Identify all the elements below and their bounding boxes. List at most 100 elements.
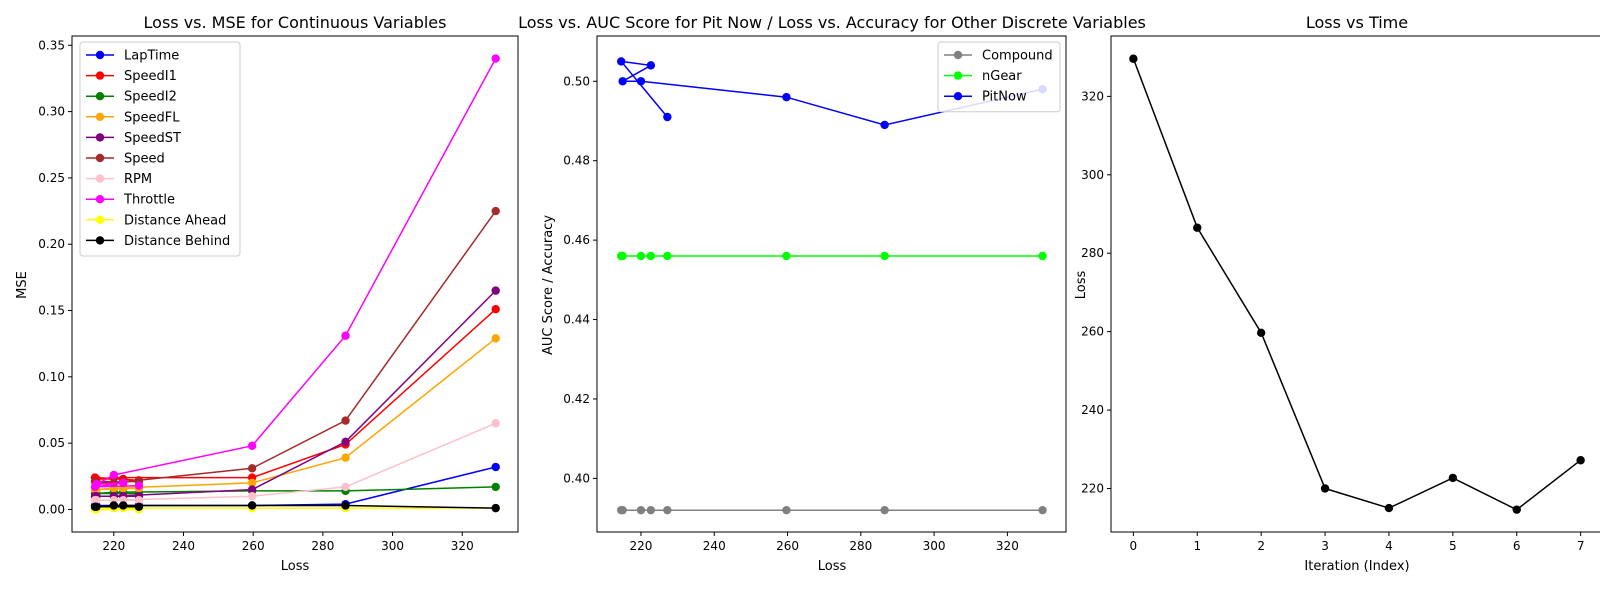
data-point-compound: [880, 505, 889, 515]
series-line-speedst: [95, 290, 497, 497]
chart-3: 0 1 2 3 4 5 6 7 220 240 260 280 300 320: [1081, 35, 1600, 553]
y-tick-label: 300: [1081, 168, 1104, 182]
legend-label: LapTime: [124, 49, 179, 64]
y-tick-label: 0.20: [38, 237, 65, 251]
data-point-pitnow: [782, 92, 791, 102]
chart-3-title: Loss vs Time: [1306, 13, 1408, 32]
x-tick-label: 260: [776, 539, 799, 553]
data-point-rpm: [90, 495, 100, 505]
x-tick-label: 5: [1449, 539, 1457, 553]
data-point-compound: [782, 505, 791, 515]
y-tick-label: 0.50: [563, 74, 590, 88]
data-point-pitnow: [646, 61, 656, 70]
x-tick-label: 2: [1257, 539, 1265, 553]
legend-swatch-marker: [95, 174, 105, 183]
legend-label: PitNow: [982, 90, 1027, 105]
data-point-series: [1129, 54, 1138, 63]
data-point-series: [1320, 484, 1330, 493]
y-tick-label: 280: [1081, 246, 1104, 260]
x-tick-label: 280: [311, 539, 334, 553]
data-point-compound: [663, 505, 672, 515]
chart-3-xlabel: Iteration (Index): [1304, 559, 1409, 574]
y-tick-label: 0.44: [563, 313, 590, 327]
data-point-distance-behind: [491, 503, 500, 513]
legend-label: SpeedFL: [124, 110, 180, 125]
data-point-speedst: [341, 437, 350, 447]
data-point-throttle: [247, 441, 257, 450]
data-point-throttle: [491, 54, 500, 63]
x-tick-label: 6: [1513, 539, 1521, 553]
data-point-ngear: [1038, 251, 1047, 261]
x-tick-label: 300: [923, 539, 946, 553]
data-point-compound: [1038, 505, 1047, 515]
legend-label: Speed: [124, 152, 165, 167]
legend-box: [937, 41, 1061, 113]
data-point-throttle: [119, 478, 128, 488]
y-tick-label: 0.25: [38, 171, 65, 185]
data-point-ngear: [636, 251, 646, 261]
chart-1: 220 240 260 280 300 320 0.00 0.05 0.10 0.15 0.20 0.…: [38, 35, 519, 553]
chart-1-title: Loss vs. MSE for Continuous Variables: [144, 13, 447, 32]
chart-2-xlabel: Loss: [818, 559, 847, 574]
data-point-rpm: [247, 491, 257, 501]
chart-1-frame: [71, 35, 519, 533]
y-tick-label: 0.00: [38, 502, 65, 516]
x-tick-label: 220: [630, 539, 653, 553]
x-tick-label: 0: [1130, 539, 1138, 553]
legend-box: [79, 41, 241, 257]
legend-swatch-marker: [95, 71, 105, 80]
data-point-laptime: [491, 462, 500, 472]
data-point-throttle: [109, 470, 119, 480]
data-point-distance-behind: [341, 501, 350, 510]
data-point-series: [1512, 505, 1521, 514]
data-point-pitnow: [663, 112, 672, 122]
y-tick-label: 220: [1081, 481, 1104, 495]
data-point-pitnow: [618, 77, 627, 86]
y-tick-label: 0.35: [38, 38, 65, 52]
plot-layer: 220 240 260 280 300 3200.000.050.100.150.200.…: [38, 35, 1600, 553]
legend-swatch-marker: [95, 215, 105, 224]
data-point-ngear: [782, 251, 791, 261]
x-tick-label: 260: [242, 539, 265, 553]
data-point-pitnow: [880, 120, 889, 130]
legend-label: SpeedST: [124, 131, 181, 146]
legend-swatch-marker: [95, 236, 105, 245]
legend-label: SpeedI1: [124, 69, 177, 84]
x-tick-label: 300: [381, 539, 404, 553]
data-point-speed: [341, 416, 350, 425]
chart-1-xlabel: Loss: [281, 559, 310, 574]
chart-2-legend: Compound nGear PitNow: [937, 41, 1061, 113]
x-tick-label: 240: [172, 539, 195, 553]
data-point-pitnow: [636, 77, 646, 86]
data-point-speedfl: [341, 453, 350, 462]
data-point-speedst: [247, 485, 257, 494]
y-tick-label: 0.10: [38, 370, 65, 384]
legend-swatch-marker: [95, 153, 105, 163]
data-point-speed: [247, 464, 257, 473]
data-point-series: [1193, 223, 1202, 232]
data-point-distance-behind: [109, 501, 119, 510]
chart-3-ylabel: Loss: [1074, 271, 1089, 300]
series-line-distance-ahead: [94, 507, 496, 511]
legend-swatch-marker: [95, 92, 105, 101]
data-point-throttle: [134, 481, 144, 490]
data-point-rpm: [134, 495, 144, 505]
legend-label: Distance Ahead: [124, 213, 226, 228]
x-tick-label: 320: [451, 539, 474, 553]
legend-label: SpeedI2: [124, 90, 177, 105]
x-tick-label: 4: [1385, 539, 1393, 553]
data-point-series: [1256, 328, 1266, 338]
legend-swatch-marker: [953, 50, 963, 60]
legend-label: Throttle: [123, 193, 175, 208]
data-point-throttle: [90, 482, 100, 492]
legend-label: Compound: [982, 49, 1053, 64]
chart-2: 220 240 260 280 300 320 0.40 0.42 0.44 0.46 0.48 0.…: [563, 35, 1067, 553]
data-point-speedfl: [247, 478, 257, 488]
data-point-speed: [491, 206, 500, 216]
y-tick-label: 0.42: [563, 392, 590, 406]
data-point-compound: [636, 505, 646, 515]
chart-2-ylabel: AUC Score / Accuracy: [541, 215, 556, 355]
legend-label: nGear: [982, 69, 1022, 84]
data-point-speedfl: [491, 334, 500, 343]
